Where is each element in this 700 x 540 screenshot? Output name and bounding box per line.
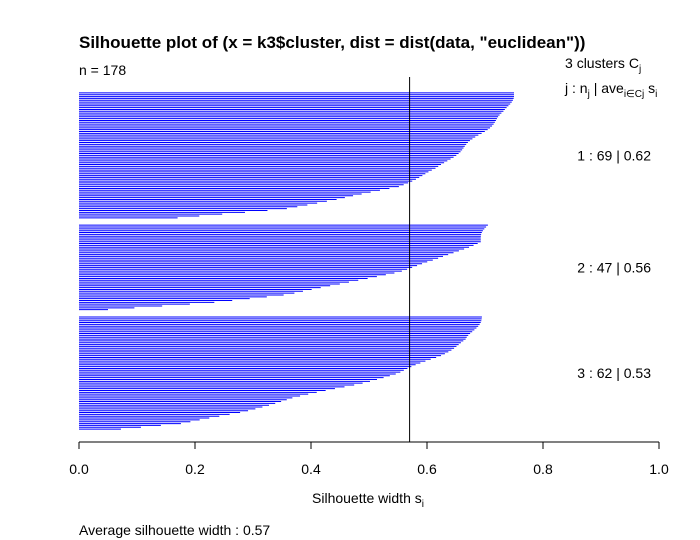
x-axis-label: Silhouette width si — [312, 490, 424, 510]
cluster-label: 1 : 69 | 0.62 — [577, 147, 651, 163]
average-silhouette-text: Average silhouette width : 0.57 — [79, 522, 270, 538]
columns-header-line: j : nj | avei∈Cj si — [564, 80, 657, 100]
cluster-label: 3 : 62 | 0.53 — [577, 365, 651, 381]
x-tick-label: 0.6 — [417, 461, 437, 477]
clusters-header-line: 3 clusters Cj — [565, 55, 641, 75]
x-tick-label: 0.8 — [533, 461, 553, 477]
cluster-labels: 1 : 69 | 0.62 2 : 47 | 0.56 3 : 62 | 0.53 — [577, 147, 651, 381]
silhouette-bars — [79, 92, 514, 430]
x-tick-label: 0.4 — [301, 461, 321, 477]
x-tick-label: 0.0 — [69, 461, 89, 477]
cluster-label: 2 : 47 | 0.56 — [577, 259, 651, 275]
chart-title: Silhouette plot of (x = k3$cluster, dist… — [79, 33, 585, 52]
x-tick-label: 0.2 — [185, 461, 205, 477]
cluster-header: 3 clusters Cj j : nj | avei∈Cj si — [564, 55, 657, 100]
n-label: n = 178 — [79, 62, 126, 78]
x-tick-label: 1.0 — [649, 461, 669, 477]
x-axis: 0.0 0.2 0.4 0.6 0.8 1.0 — [69, 441, 669, 477]
